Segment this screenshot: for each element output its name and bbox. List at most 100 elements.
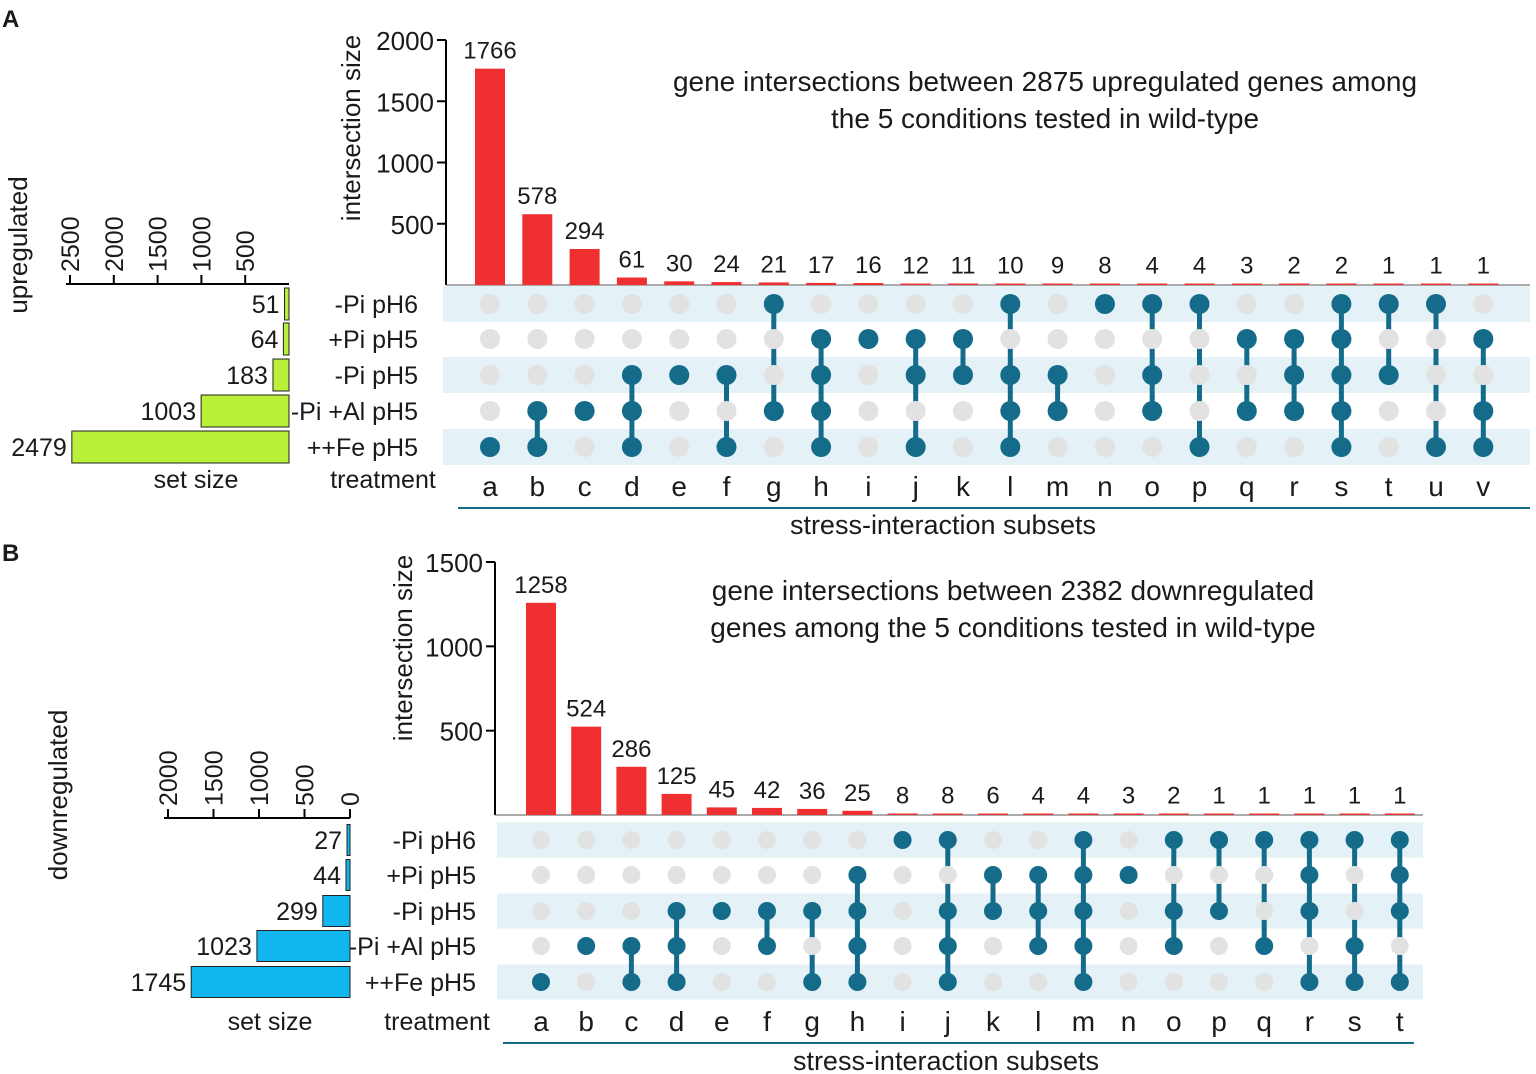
matrix-dot-active [1164, 902, 1183, 920]
matrix-dot-inactive [984, 831, 1002, 849]
matrix-dot-active [1331, 401, 1352, 421]
set-size-value-label: 1745 [131, 969, 187, 997]
bar-g [758, 282, 789, 285]
matrix-dot-inactive [858, 294, 879, 314]
matrix-dot-inactive [893, 937, 912, 955]
matrix-dot-active [1426, 294, 1446, 314]
set-size-value-label: 51 [252, 291, 280, 319]
matrix-dot-inactive [574, 329, 595, 349]
matrix-row-shade [443, 429, 1530, 465]
matrix-dot-inactive [984, 937, 1002, 955]
matrix-dot-inactive [1390, 937, 1409, 955]
set-size-tick-label: 1500 [145, 216, 173, 272]
treatment-label: -Pi pH5 [335, 362, 418, 390]
matrix-dot-active [1029, 866, 1048, 884]
matrix-dot-active [1331, 294, 1352, 314]
set-size-value-label: 64 [251, 326, 279, 354]
matrix-dot-inactive [803, 937, 822, 955]
matrix-dot-inactive [1047, 294, 1068, 314]
subset-letter: d [624, 471, 640, 502]
bar-value-label: 1 [1303, 783, 1316, 810]
bar-value-label: 8 [941, 783, 954, 810]
bar-value-label: 1 [1429, 253, 1442, 280]
bar-value-label: 45 [708, 776, 735, 803]
treatment-title: treatment [384, 1008, 490, 1036]
subset-letter: t [1396, 1006, 1404, 1037]
matrix-dot-inactive [480, 329, 500, 349]
matrix-dot-active [712, 902, 731, 920]
bar-value-label: 16 [855, 252, 882, 279]
matrix-dot-inactive [1094, 401, 1115, 421]
set-size-bar [256, 930, 351, 962]
subset-letter: c [624, 1006, 638, 1037]
bar-value-label: 11 [951, 253, 976, 280]
bar-value-label: 61 [619, 247, 646, 274]
matrix-dot-active [1473, 329, 1494, 349]
subset-letter: g [804, 1006, 820, 1037]
treatment-label: +Pi pH5 [386, 862, 476, 890]
matrix-dot-active [984, 866, 1002, 884]
matrix-dot-inactive [1210, 937, 1228, 955]
bar-m [1042, 283, 1073, 285]
matrix-dot-inactive [1029, 973, 1048, 991]
matrix-dot-inactive [1473, 294, 1494, 314]
matrix-dot-inactive [1284, 437, 1305, 457]
matrix-dot-inactive [1426, 329, 1446, 349]
matrix-dot-active [1345, 937, 1364, 955]
matrix-dot-inactive [527, 365, 548, 385]
matrix-dot-inactive [1119, 973, 1138, 991]
matrix-dot-inactive [1345, 902, 1364, 920]
matrix-dot-active [1378, 294, 1399, 314]
bar-a [526, 602, 556, 815]
matrix-dot-active [1390, 866, 1409, 884]
bar-value-label: 294 [565, 218, 605, 245]
subset-letter: k [956, 471, 971, 502]
matrix-dot-active [1390, 831, 1409, 849]
bar-k [978, 813, 1008, 815]
matrix-dot-inactive [763, 365, 784, 385]
subset-letter: a [482, 471, 498, 502]
bar-k [948, 283, 978, 285]
matrix-dot-active [622, 973, 641, 991]
matrix-dot-inactive [712, 973, 731, 991]
subset-letter: q [1256, 1006, 1272, 1037]
bar-d [661, 793, 692, 815]
matrix-dot-inactive [621, 294, 642, 314]
matrix-dot-active [1074, 902, 1093, 920]
matrix-dot-active [811, 401, 832, 421]
matrix-dot-active [1345, 973, 1364, 991]
bar-value-label: 36 [799, 778, 826, 805]
matrix-dot-active [1074, 831, 1093, 849]
bar-value-label: 17 [808, 252, 835, 279]
matrix-dot-active [1473, 437, 1494, 457]
matrix-dot-active [1300, 866, 1319, 884]
bar-n [1113, 813, 1144, 815]
set-size-value-label: 1003 [141, 398, 197, 426]
matrix-dot-active [848, 973, 867, 991]
matrix-dot-inactive [893, 973, 912, 991]
matrix-dot-inactive [1473, 365, 1494, 385]
matrix-dot-active [848, 902, 867, 920]
matrix-dot-active [1473, 401, 1494, 421]
matrix-dot-active [984, 902, 1002, 920]
subset-title: stress-interaction subsets [790, 510, 1096, 540]
bar-t [1384, 813, 1415, 815]
bar-value-label: 42 [754, 777, 781, 804]
matrix-dot-inactive [1164, 866, 1183, 884]
bar-value-label: 9 [1051, 253, 1064, 280]
matrix-dot-inactive [669, 329, 690, 349]
matrix-dot-inactive [1094, 437, 1115, 457]
matrix-dot-inactive [667, 866, 686, 884]
matrix-dot-inactive [577, 902, 596, 920]
matrix-dot-active [938, 973, 957, 991]
y-tick-label: 500 [440, 717, 483, 747]
matrix-dot-active [1390, 902, 1409, 920]
bar-f [711, 282, 742, 285]
matrix-dot-active [1331, 437, 1352, 457]
matrix-dot-inactive [1345, 866, 1364, 884]
matrix-dot-inactive [1189, 329, 1210, 349]
matrix-dot-inactive [1236, 365, 1257, 385]
treatment-label: -Pi pH6 [393, 827, 476, 855]
matrix-dot-inactive [577, 973, 596, 991]
